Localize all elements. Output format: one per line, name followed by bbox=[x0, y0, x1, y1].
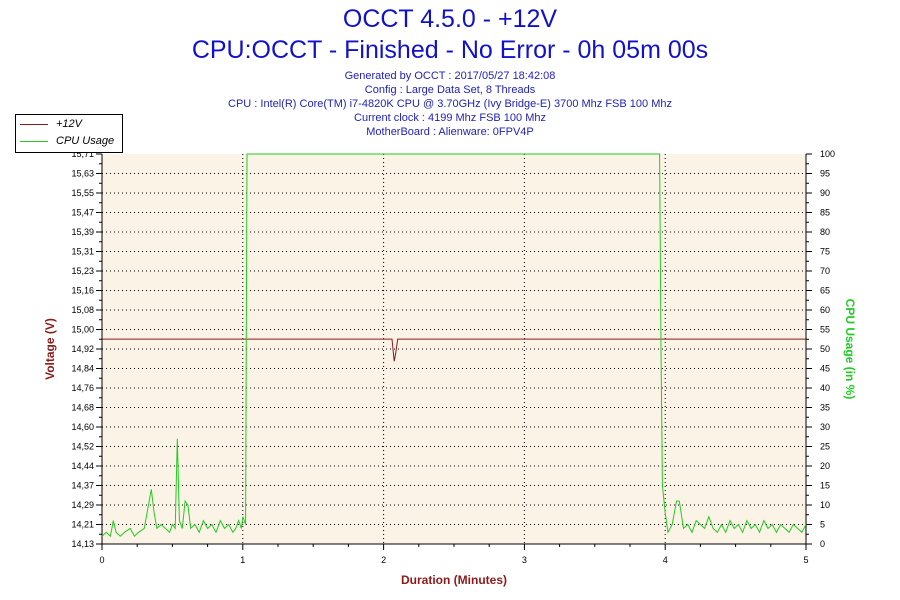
x-tick-label: 4 bbox=[663, 555, 668, 565]
y-left-tick-label: 14,21 bbox=[71, 520, 94, 530]
chart-subtitle: CPU:OCCT - Finished - No Error - 0h 05m … bbox=[191, 36, 709, 64]
y-right-tick-label: 65 bbox=[820, 286, 830, 296]
y-right-tick-label: 5 bbox=[820, 520, 825, 530]
y-axis-left-label: Voltage (V) bbox=[43, 318, 57, 380]
series-line-cpu-usage bbox=[101, 153, 807, 538]
chart-title: OCCT 4.5.0 - +12V bbox=[342, 5, 558, 33]
y-right-tick-label: 60 bbox=[820, 305, 830, 315]
y-right-tick-label: 15 bbox=[820, 481, 830, 491]
info-clock: Current clock : 4199 Mhz FSB 100 Mhz bbox=[354, 112, 546, 124]
y-left-tick-label: 14,84 bbox=[71, 364, 94, 374]
x-tick-label: 0 bbox=[99, 555, 104, 565]
x-tick-label: 3 bbox=[522, 555, 527, 565]
y-axis-right-label: CPU Usage (in %) bbox=[843, 299, 857, 400]
y-right-tick-label: 55 bbox=[820, 325, 830, 335]
y-left-tick-label: 14,13 bbox=[71, 539, 94, 549]
y-left-tick-label: 15,39 bbox=[71, 227, 94, 237]
y-left-tick-label: 15,00 bbox=[71, 325, 94, 335]
y-right-tick-label: 20 bbox=[820, 461, 830, 471]
y-right-tick-label: 40 bbox=[820, 383, 830, 393]
info-generated: Generated by OCCT : 2017/05/27 18:42:08 bbox=[344, 70, 556, 82]
y-right-tick-label: 25 bbox=[820, 442, 830, 452]
y-right-tick-label: 100 bbox=[820, 149, 835, 159]
y-left-tick-label: 14,29 bbox=[71, 500, 94, 510]
y-right-tick-label: 95 bbox=[820, 169, 830, 179]
legend-label-voltage: +12V bbox=[56, 118, 82, 130]
y-left-tick-label: 15,23 bbox=[71, 266, 94, 276]
y-left-tick-label: 15,63 bbox=[71, 169, 94, 179]
y-left-tick-label: 14,44 bbox=[71, 461, 94, 471]
y-left-tick-label: 14,92 bbox=[71, 344, 94, 354]
legend-swatch-voltage bbox=[20, 123, 48, 125]
x-tick-label: 2 bbox=[381, 555, 386, 565]
y-left-tick-label: 15,47 bbox=[71, 208, 94, 218]
legend: +12V CPU Usage bbox=[15, 114, 123, 153]
y-right-tick-label: 45 bbox=[820, 364, 830, 374]
legend-label-cpu: CPU Usage bbox=[56, 135, 115, 147]
y-left-tick-label: 14,37 bbox=[71, 481, 94, 491]
info-config: Config : Large Data Set, 8 Threads bbox=[364, 84, 536, 96]
y-left-tick-label: 14,60 bbox=[71, 422, 94, 432]
y-left-tick-label: 14,52 bbox=[71, 442, 94, 452]
series-line-voltage bbox=[102, 338, 806, 362]
info-motherboard: MotherBoard : Alienware: 0FPV4P bbox=[366, 126, 534, 138]
x-tick-label: 1 bbox=[240, 555, 245, 565]
y-right-tick-label: 0 bbox=[820, 539, 825, 549]
y-left-tick-label: 15,71 bbox=[71, 149, 94, 159]
y-left-tick-label: 15,31 bbox=[71, 247, 94, 257]
legend-swatch-cpu bbox=[20, 140, 48, 142]
legend-item-cpu: CPU Usage bbox=[20, 133, 114, 149]
y-right-tick-label: 30 bbox=[820, 422, 830, 432]
y-left-tick-label: 14,76 bbox=[71, 383, 94, 393]
y-left-tick-label: 14,68 bbox=[71, 403, 94, 413]
y-left-tick-label: 15,08 bbox=[71, 305, 94, 315]
y-right-tick-label: 50 bbox=[820, 344, 830, 354]
y-left-tick-label: 15,55 bbox=[71, 188, 94, 198]
y-right-tick-label: 75 bbox=[820, 247, 830, 257]
y-right-tick-label: 70 bbox=[820, 266, 830, 276]
x-tick-label: 5 bbox=[803, 555, 808, 565]
y-left-tick-label: 15,16 bbox=[71, 286, 94, 296]
y-right-tick-label: 85 bbox=[820, 208, 830, 218]
x-axis-label: Duration (Minutes) bbox=[401, 573, 507, 587]
y-right-tick-label: 35 bbox=[820, 403, 830, 413]
y-right-tick-label: 10 bbox=[820, 500, 830, 510]
y-right-tick-label: 90 bbox=[820, 188, 830, 198]
y-right-tick-label: 80 bbox=[820, 227, 830, 237]
info-cpu: CPU : Intel(R) Core(TM) i7-4820K CPU @ 3… bbox=[228, 98, 672, 110]
legend-item-voltage: +12V bbox=[20, 116, 82, 132]
